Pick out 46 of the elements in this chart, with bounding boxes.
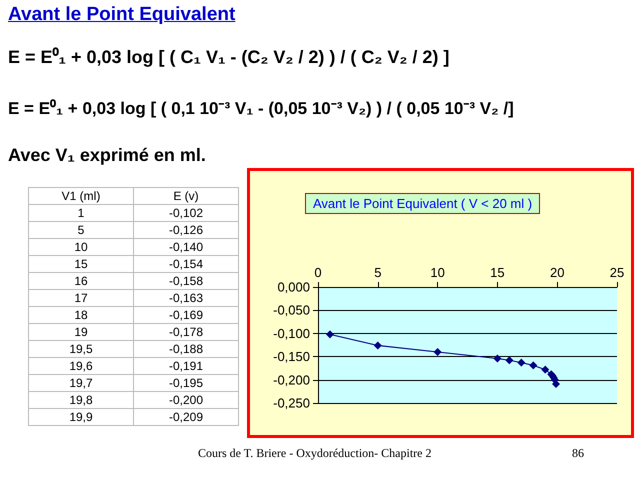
y-tick-label: 0,000 [277, 280, 310, 294]
text: -0,200 [134, 392, 238, 408]
y-tick-label: -0,200 [273, 372, 310, 388]
text: 19,8 [28, 392, 134, 408]
x-tick-label: 10 [430, 265, 445, 280]
text: -0,195 [134, 374, 238, 392]
x-tick-label: 5 [374, 265, 382, 280]
text: Cours de T. Briere - Oxydoréduction- Chapitre 2 [198, 446, 432, 461]
text: -0,102 [134, 204, 238, 222]
text: -0,158 [134, 272, 238, 290]
text: E (v) [134, 188, 238, 204]
text: 86 [572, 446, 584, 461]
y-tick-label: -0,150 [273, 349, 310, 364]
y-tick-label: -0,250 [273, 396, 310, 410]
y-tick-label: -0,050 [273, 302, 310, 318]
text: Avant le Point Equivalent [8, 4, 236, 26]
text: -0,191 [134, 358, 238, 374]
x-tick-label: 25 [610, 265, 624, 280]
text: 19,6 [28, 358, 134, 374]
chart-title: Avant le Point Equivalent ( V < 20 ml ) [313, 196, 532, 211]
text: -0,126 [134, 222, 238, 238]
text: 18 [28, 306, 134, 324]
x-tick-label: 0 [314, 265, 322, 280]
y-tick-label: -0,100 [273, 326, 310, 341]
text: -0,188 [134, 340, 238, 358]
text: 5 [28, 222, 134, 238]
text: -0,178 [134, 324, 238, 340]
text: 19,9 [28, 408, 134, 426]
text: E = E⁰₁ + 0,03 log [ ( 0,1 10⁻³ V₁ - (0,05 10⁻³ V₂) ) / ( 0,05 10⁻³ V₂ /] [8, 98, 514, 119]
text: Avec V₁ exprimé en ml. [8, 145, 206, 166]
text: 17 [28, 290, 134, 306]
text: -0,154 [134, 256, 238, 272]
text: -0,209 [134, 408, 238, 426]
text: 1 [28, 204, 134, 222]
text: -0,140 [134, 238, 238, 256]
text: 19 [28, 324, 134, 340]
x-tick-label: 15 [490, 265, 505, 280]
text: -0,169 [134, 306, 238, 324]
text: V1 (ml) [28, 188, 134, 204]
text: 19,7 [28, 374, 134, 392]
text: E = E⁰₁ + 0,03 log [ ( C₁ V₁ - (C₂ V₂ / 2) ) / ( C₂ V₂ / 2) ] [8, 46, 450, 68]
text: 16 [28, 272, 134, 290]
text: -0,163 [134, 290, 238, 306]
text: 19,5 [28, 340, 134, 358]
text: 10 [28, 238, 134, 256]
x-tick-label: 20 [550, 265, 564, 280]
